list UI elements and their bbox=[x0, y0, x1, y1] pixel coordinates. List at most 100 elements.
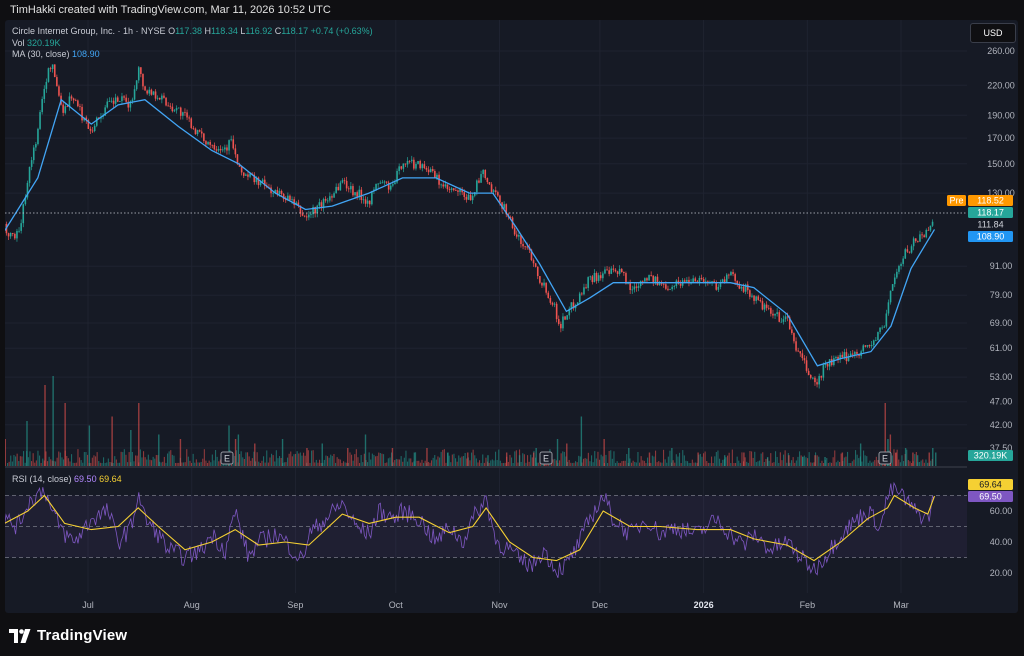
candle-body bbox=[564, 316, 566, 320]
rsi-ma-badge-text: 69.64 bbox=[979, 480, 1002, 490]
candle-body bbox=[375, 183, 377, 190]
rsi-value: 69.50 bbox=[74, 474, 97, 484]
earnings-marker[interactable] bbox=[539, 451, 553, 465]
volume-bar bbox=[578, 455, 580, 466]
candle-body bbox=[473, 192, 476, 196]
candle-body bbox=[568, 308, 571, 316]
volume-bar bbox=[805, 457, 807, 466]
rsi-axis[interactable]: 60.00 40.00 20.00 bbox=[990, 506, 1013, 578]
volume-bar bbox=[488, 462, 490, 466]
volume-bar bbox=[311, 450, 313, 466]
volume-bar bbox=[685, 460, 687, 466]
volume-bar bbox=[736, 456, 738, 466]
volume-bar bbox=[48, 456, 50, 466]
volume-bar bbox=[85, 452, 87, 466]
candle-body bbox=[786, 316, 789, 318]
volume-bar bbox=[357, 457, 359, 466]
candle-body bbox=[551, 302, 554, 305]
volume-bar bbox=[491, 459, 493, 466]
candle-body bbox=[190, 118, 193, 128]
candle-body bbox=[494, 190, 497, 193]
candle-body bbox=[104, 107, 106, 116]
volume-bar bbox=[61, 457, 63, 466]
volume-bar bbox=[674, 462, 676, 466]
candle-body bbox=[778, 312, 781, 322]
volume-bar bbox=[104, 462, 106, 466]
candle-body bbox=[234, 148, 237, 155]
candle-body bbox=[658, 283, 661, 286]
volume-bar bbox=[21, 456, 23, 466]
candle-body bbox=[93, 125, 96, 132]
candle-body bbox=[329, 196, 331, 201]
currency-button[interactable]: USD bbox=[970, 23, 1016, 43]
volume-bar bbox=[666, 462, 668, 466]
volume-bar bbox=[168, 451, 170, 466]
volume-bar bbox=[383, 454, 385, 466]
volume-bar bbox=[826, 458, 828, 466]
volume-spike bbox=[904, 448, 907, 466]
candle-body bbox=[331, 196, 333, 198]
chart-canvas[interactable]: E E E 260.00 220.00 190.00 170.00 150.00 130.00… bbox=[5, 20, 1018, 613]
earnings-marker[interactable] bbox=[878, 451, 892, 465]
earnings-marker[interactable] bbox=[220, 451, 234, 465]
candle-body bbox=[135, 80, 138, 90]
volume-bar bbox=[136, 455, 138, 466]
pre-price-badge bbox=[968, 195, 1013, 206]
candle-body bbox=[152, 91, 155, 95]
volume-bar bbox=[16, 453, 18, 466]
candle-body bbox=[425, 168, 428, 170]
volume-bar bbox=[456, 461, 458, 466]
candle-body bbox=[532, 260, 535, 264]
candle-body bbox=[662, 283, 665, 285]
volume-bar bbox=[160, 462, 162, 466]
candle-body bbox=[121, 96, 123, 102]
volume-bar bbox=[637, 452, 639, 466]
volume-bar bbox=[423, 462, 425, 466]
candle-body bbox=[66, 106, 69, 108]
volume-bar bbox=[695, 462, 697, 466]
volume-bar bbox=[613, 451, 615, 466]
volume-spike bbox=[505, 452, 508, 466]
volume-bar bbox=[879, 462, 881, 466]
price-axis[interactable]: 260.00 220.00 190.00 170.00 150.00 130.00 91.0… bbox=[987, 46, 1015, 453]
ma-label: MA (30, close) bbox=[12, 49, 70, 59]
volume-bar bbox=[647, 457, 649, 466]
volume-bar bbox=[552, 459, 554, 466]
candle-body bbox=[404, 163, 407, 165]
volume-bar bbox=[232, 461, 234, 466]
volume-bar bbox=[242, 457, 244, 466]
volume-bar bbox=[611, 458, 613, 466]
volume-bar bbox=[864, 455, 866, 466]
volume-bar bbox=[83, 452, 85, 466]
time-axis[interactable]: Jul Aug Sep Oct Nov Dec 2026 Feb Mar bbox=[82, 600, 909, 610]
candle-body bbox=[213, 145, 216, 150]
volume-bar bbox=[770, 453, 772, 466]
volume-bar bbox=[866, 456, 868, 466]
last-price-badge-text: 118.17 bbox=[977, 208, 1004, 218]
candle-body bbox=[20, 223, 22, 231]
volume-bar bbox=[754, 451, 756, 466]
volume-spike bbox=[281, 439, 284, 466]
volume-bar bbox=[560, 453, 562, 466]
volume-bar bbox=[771, 462, 773, 466]
candle-body bbox=[429, 169, 432, 173]
candle-body bbox=[925, 229, 928, 238]
volume-bar bbox=[922, 459, 924, 466]
candle-body bbox=[274, 190, 277, 193]
volume-bar bbox=[431, 460, 433, 466]
candle-body bbox=[165, 97, 167, 106]
candle-body bbox=[39, 112, 41, 129]
volume-bar bbox=[440, 451, 442, 466]
volume-bar bbox=[893, 449, 895, 466]
candle-body bbox=[408, 160, 411, 162]
volume-bar bbox=[675, 454, 677, 466]
candle-body bbox=[377, 183, 379, 185]
volume-bar bbox=[239, 454, 241, 466]
volume-bar bbox=[779, 452, 781, 466]
candle-body bbox=[795, 341, 797, 351]
candle-body bbox=[72, 98, 75, 101]
tradingview-logo[interactable]: TradingView bbox=[9, 627, 127, 644]
volume-bar bbox=[479, 460, 481, 466]
candle-body bbox=[854, 351, 856, 355]
